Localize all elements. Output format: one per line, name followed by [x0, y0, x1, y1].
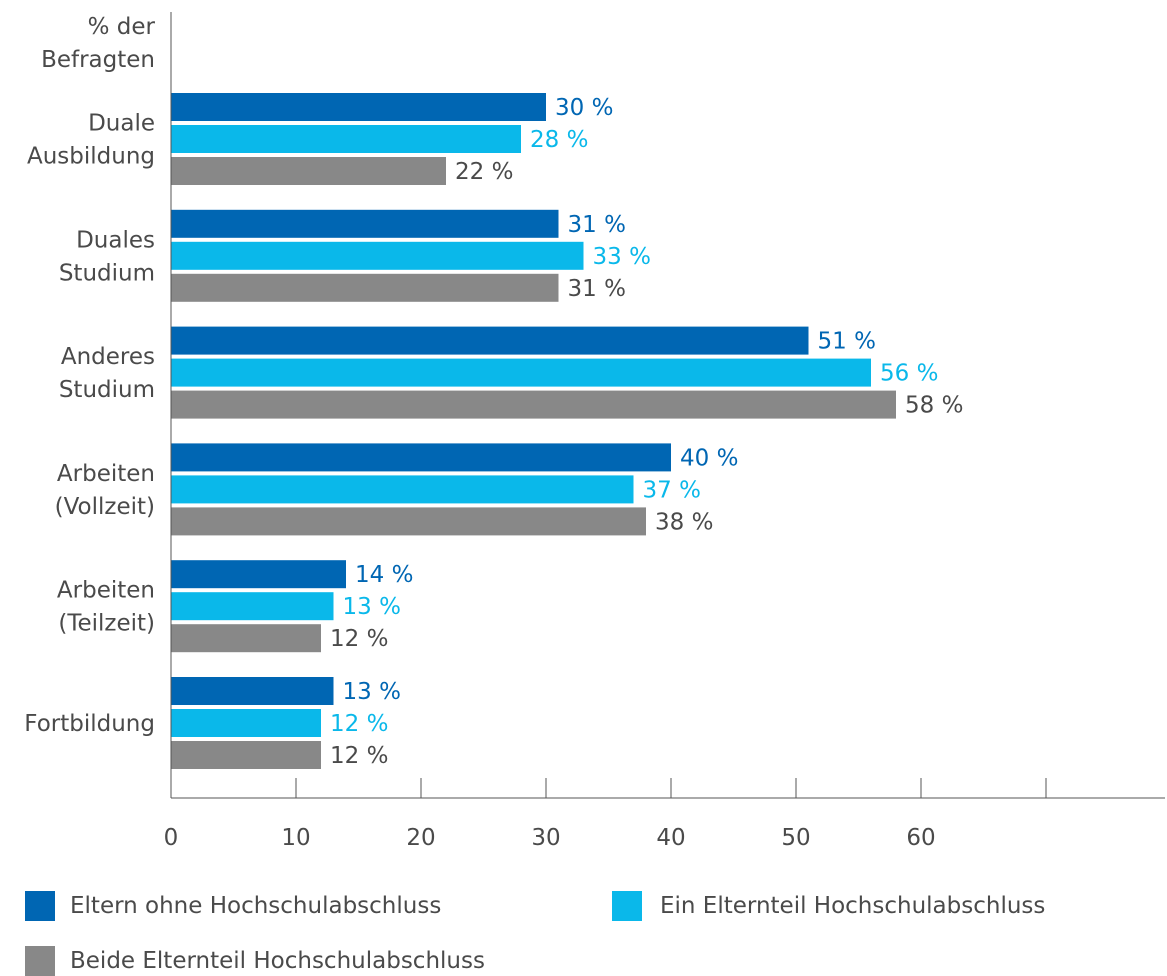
data-label: 30 % — [555, 95, 613, 121]
category-label: (Vollzeit) — [55, 494, 155, 520]
data-label: 12 % — [330, 743, 388, 769]
legend-swatch — [25, 946, 55, 976]
y-axis-title-line: % der — [88, 14, 156, 40]
category-label: Anderes — [61, 344, 155, 370]
data-label: 13 % — [343, 679, 401, 705]
bar — [171, 157, 446, 185]
bar — [171, 560, 346, 589]
x-tick-label: 30 — [531, 825, 560, 851]
legend-label: Eltern ohne Hochschulabschluss — [70, 893, 441, 919]
y-axis-title-line: Befragten — [41, 47, 155, 73]
category-label: Ausbildung — [27, 144, 155, 170]
category-label: Fortbildung — [24, 711, 155, 737]
data-label: 51 % — [818, 329, 876, 355]
x-tick-label: 10 — [281, 825, 310, 851]
bar — [171, 273, 559, 302]
data-label: 22 % — [455, 159, 513, 185]
bar — [171, 241, 584, 270]
data-label: 28 % — [530, 127, 588, 153]
data-label: 12 % — [330, 711, 388, 737]
bar — [171, 443, 671, 472]
bar — [171, 741, 321, 769]
category-label: Duale — [88, 111, 155, 137]
legend-swatch — [25, 891, 55, 921]
data-label: 37 % — [643, 477, 701, 503]
bar — [171, 592, 334, 621]
category-label: Arbeiten — [57, 461, 155, 487]
category-label: Arbeiten — [57, 578, 155, 604]
value-labels: 30 % 28 % 22 % 31 % 33 % 31 % 51 %56 % 58 % 40 %… — [330, 95, 963, 769]
data-label: 12 % — [330, 626, 388, 652]
bar — [171, 209, 559, 238]
data-label: 56 % — [880, 361, 938, 387]
category-labels: Duale Ausbildung Duales Studium Anderes Studi… — [24, 111, 155, 738]
category-label: Studium — [59, 260, 155, 286]
data-label: 58 % — [905, 393, 963, 419]
bar — [171, 358, 871, 387]
y-axis-label: % der Befragten — [41, 14, 155, 73]
bar — [171, 507, 646, 536]
data-label: 38 % — [655, 509, 713, 535]
x-tick-label: 50 — [781, 825, 810, 851]
x-tick-label: 20 — [406, 825, 435, 851]
data-label: 40 % — [680, 445, 738, 471]
bar — [171, 677, 334, 705]
legend-label: Beide Elternteil Hochschulabschluss — [70, 948, 485, 974]
bar — [171, 709, 321, 737]
data-label: 13 % — [343, 594, 401, 620]
bar — [171, 475, 634, 504]
legend-label: Ein Elternteil Hochschulabschluss — [660, 893, 1045, 919]
category-label: Duales — [76, 227, 155, 253]
bar — [171, 326, 809, 355]
bars — [171, 93, 896, 769]
legend: Eltern ohne Hochschulabschluss Ein Eltern… — [25, 891, 1045, 976]
data-label: 31 % — [568, 276, 626, 302]
category-label: (Teilzeit) — [58, 611, 155, 637]
category-label: Studium — [59, 377, 155, 403]
x-tick-label: 60 — [906, 825, 935, 851]
axes: 0 10 20 30 40 50 60 — [164, 12, 1165, 851]
legend-swatch — [612, 891, 642, 921]
data-label: 14 % — [355, 562, 413, 588]
bar — [171, 390, 896, 419]
bar — [171, 93, 546, 121]
bar — [171, 125, 521, 153]
data-label: 31 % — [568, 212, 626, 238]
x-tick-label: 40 — [656, 825, 685, 851]
data-label: 33 % — [593, 244, 651, 270]
bar — [171, 624, 321, 653]
x-tick-label: 0 — [164, 825, 179, 851]
